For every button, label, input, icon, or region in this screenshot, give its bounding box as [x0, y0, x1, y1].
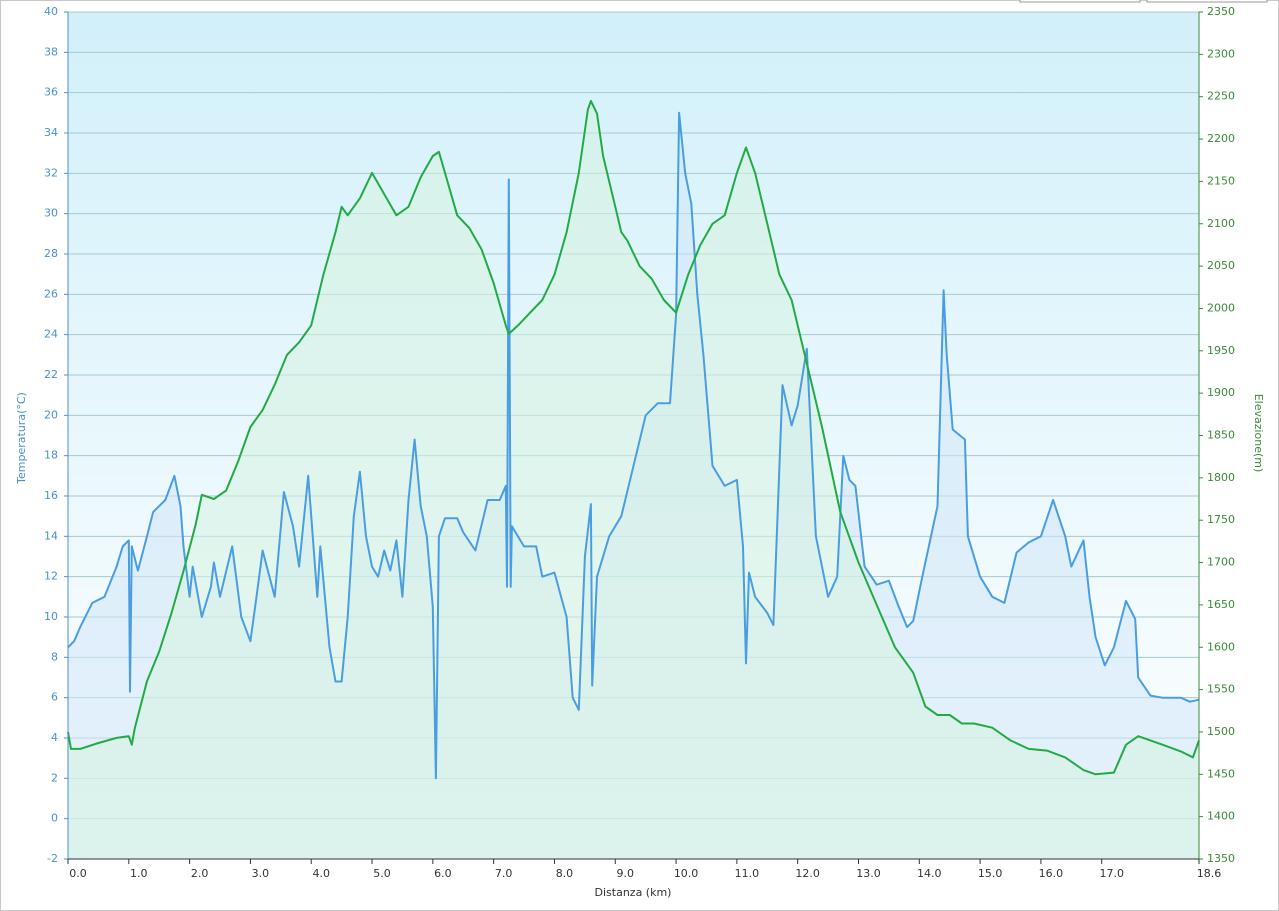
x-tick-label: 4.0: [312, 867, 330, 880]
x-tick-label: 1.0: [130, 867, 148, 880]
y-tick-label: 22: [44, 368, 58, 381]
x-tick-label: 3.0: [252, 867, 270, 880]
y-tick-label: 2: [51, 771, 58, 784]
y2-tick-label: 1750: [1207, 513, 1235, 526]
y2-tick-label: 1450: [1207, 767, 1235, 780]
y-tick-label: 0: [51, 812, 58, 825]
y-tick-label: 36: [44, 86, 58, 99]
y-tick-label: 16: [44, 489, 58, 502]
x-tick-label: 15.0: [978, 867, 1003, 880]
y-tick-label: 14: [44, 529, 58, 542]
y-tick-label: 28: [44, 247, 58, 260]
line: [67, 99, 1200, 776]
y-tick-label: 24: [44, 328, 58, 341]
x-tick-label: 0.0: [69, 867, 87, 880]
y2-tick-label: 2150: [1207, 174, 1235, 187]
x-tick-label: 12.0: [795, 867, 820, 880]
y-tick-label: 34: [44, 126, 58, 139]
y-tick-label: 6: [51, 691, 58, 704]
y2-tick-label: 1350: [1207, 852, 1235, 865]
y-tick-label: 38: [44, 45, 58, 58]
y2-tick-label: 2350: [1207, 5, 1235, 18]
y-tick-label: 18: [44, 449, 58, 462]
y2-tick-label: 1550: [1207, 683, 1235, 696]
y2-axis-label: Elevazione(m): [1252, 394, 1265, 473]
area: [68, 100, 1199, 859]
x-tick-label: 8.0: [556, 867, 574, 880]
y2-tick-label: 2100: [1207, 217, 1235, 230]
y-tick-label: 8: [51, 650, 58, 663]
y2-tick-label: 1650: [1207, 598, 1235, 611]
x-tick-label: 5.0: [373, 867, 391, 880]
x-tick-label: 6.0: [434, 867, 452, 880]
x-tick-label: 14.0: [917, 867, 942, 880]
y2-tick-label: 1400: [1207, 810, 1235, 823]
button[interactable]: [1019, 0, 1141, 3]
y2-tick-label: 2050: [1207, 259, 1235, 272]
y-tick-label: 30: [44, 207, 58, 220]
x-tick-label: 9.0: [617, 867, 635, 880]
y2-tick-label: 2200: [1207, 132, 1235, 145]
y-axis-label: Temperatura(°C): [15, 392, 28, 485]
x-tick-label: 17.0: [1099, 867, 1124, 880]
button[interactable]: [1146, 0, 1268, 3]
y2-tick-label: 1500: [1207, 725, 1235, 738]
y2-tick-label: 2250: [1207, 90, 1235, 103]
y-tick-label: 32: [44, 166, 58, 179]
y2-tick-label: 1950: [1207, 344, 1235, 357]
x-axis-label: Distanza (km): [595, 886, 672, 899]
y-tick-label: -2: [47, 852, 58, 865]
y2-tick-label: 1600: [1207, 640, 1235, 653]
y-tick-label: 20: [44, 408, 58, 421]
y2-tick-label: 1900: [1207, 386, 1235, 399]
x-tick-label: 13.0: [856, 867, 881, 880]
x-tick-label: 2.0: [191, 867, 209, 880]
y-tick-label: 10: [44, 610, 58, 623]
y-tick-label: 12: [44, 570, 58, 583]
x-tick-label: 10.0: [674, 867, 699, 880]
y2-tick-label: 1850: [1207, 429, 1235, 442]
y-tick-label: 4: [51, 731, 58, 744]
x-tick-label: 18.6: [1197, 867, 1222, 880]
y-tick-label: 40: [44, 5, 58, 18]
x-tick-label: 16.0: [1039, 867, 1064, 880]
y-tick-label: 26: [44, 287, 58, 300]
y2-tick-label: 1700: [1207, 556, 1235, 569]
y2-tick-label: 2000: [1207, 301, 1235, 314]
line: [67, 111, 1200, 780]
y2-tick-label: 2300: [1207, 47, 1235, 60]
y2-tick-label: 1800: [1207, 471, 1235, 484]
x-tick-label: 7.0: [495, 867, 513, 880]
x-tick-label: 11.0: [735, 867, 760, 880]
